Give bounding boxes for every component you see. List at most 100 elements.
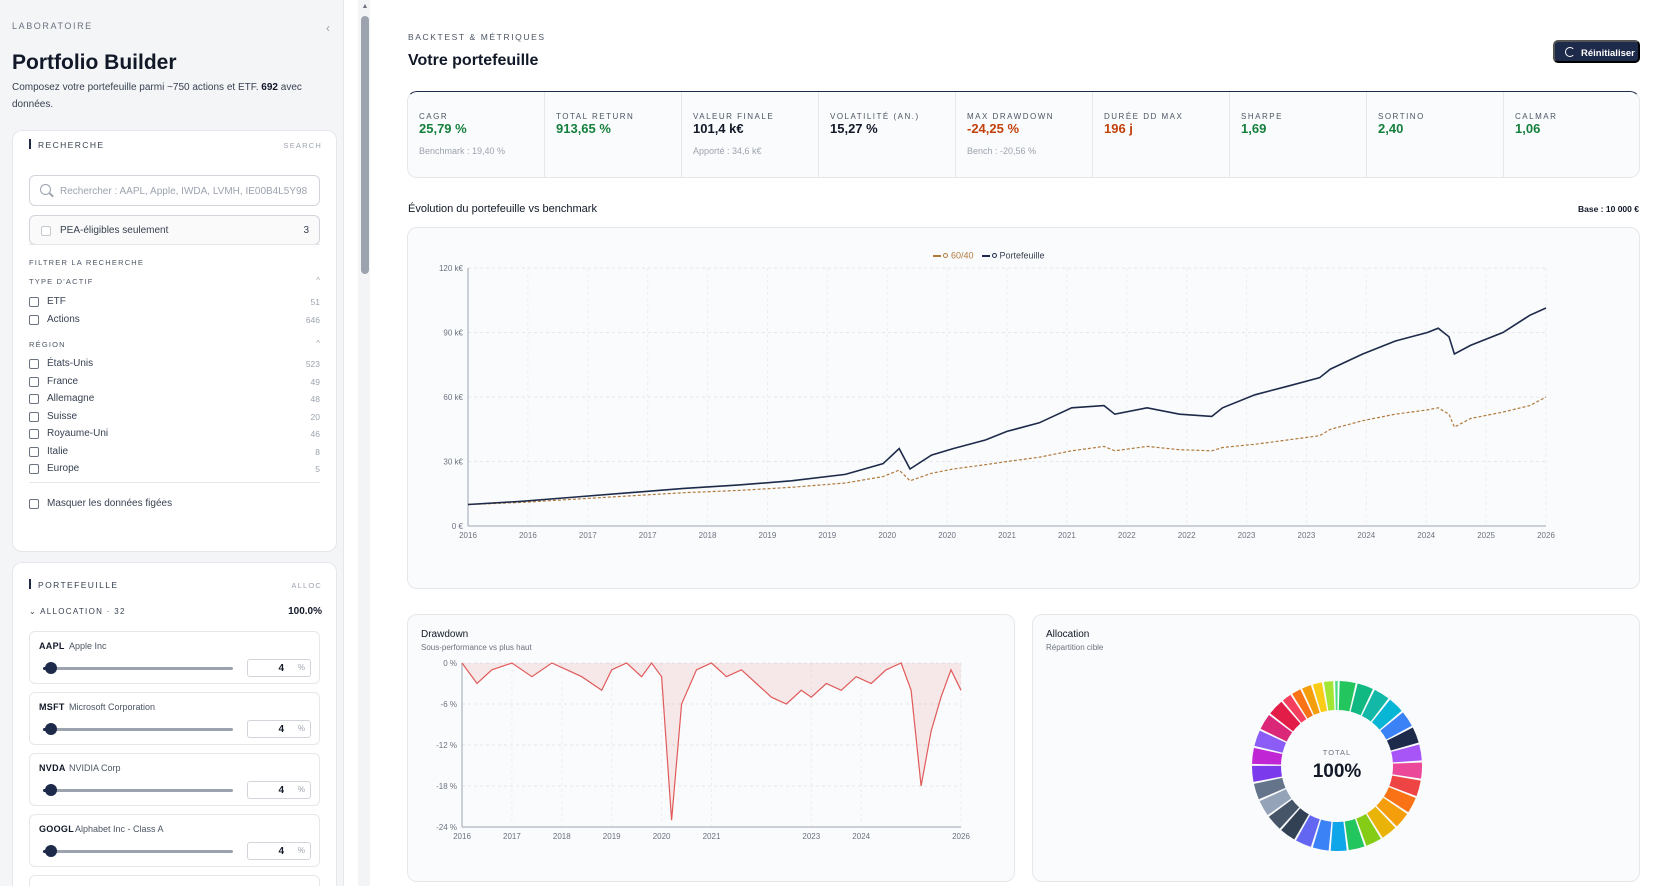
scroll-up-arrow-icon[interactable]: ▲ — [361, 3, 369, 10]
x-tick-label: 2022 — [1118, 531, 1136, 540]
donut-slice[interactable] — [1330, 821, 1347, 851]
region-label: France — [47, 375, 79, 387]
asset-type-row[interactable]: Actions 646 — [29, 312, 320, 328]
region-checkbox[interactable] — [29, 376, 39, 387]
weight-slider-handle[interactable] — [45, 662, 57, 674]
metric-tile: VOLATILITÉ (AN.) 15,27 % — [819, 92, 956, 178]
weight-input[interactable]: 4% — [247, 720, 311, 738]
search-tag: SEARCH — [283, 141, 322, 150]
asset-type-checkbox[interactable] — [29, 314, 39, 325]
legend-item[interactable]: Portefeuille — [981, 250, 1045, 261]
donut-slice[interactable] — [1253, 777, 1286, 800]
weight-input[interactable]: 4% — [247, 659, 311, 677]
donut-slice[interactable] — [1296, 815, 1320, 847]
weight-slider-track[interactable] — [43, 728, 233, 731]
x-tick-label: 2025 — [1477, 531, 1495, 540]
donut-slice[interactable] — [1270, 701, 1301, 732]
asset-type-row[interactable]: ETF 51 — [29, 294, 320, 310]
asset-type-count: 646 — [305, 314, 320, 325]
drawdown-title: Drawdown — [421, 629, 469, 640]
region-row[interactable]: Europe 5 — [29, 461, 320, 477]
donut-slice[interactable] — [1392, 762, 1422, 779]
weight-slider-track[interactable] — [43, 667, 233, 670]
drawdown-chart: 0 % -6 % -12 % -18 % -24 %2016 2017 2018 2019 20… — [436, 659, 970, 841]
donut-slice[interactable] — [1259, 789, 1292, 816]
x-tick-label: 2021 — [998, 531, 1016, 540]
donut-slice[interactable] — [1383, 787, 1416, 813]
region-label: Royaume-Uni — [47, 428, 109, 439]
portfolio-heading: PORTEFEUILLE — [29, 579, 118, 590]
holding-ticker: GOOGL — [39, 824, 74, 834]
search-input[interactable] — [60, 182, 315, 200]
asset-type-checkbox[interactable] — [29, 297, 39, 307]
allocation-total: 100.0% — [288, 606, 322, 617]
chevron-left-icon[interactable]: ‹ — [326, 21, 330, 35]
region-row[interactable]: Suisse 20 — [29, 409, 320, 425]
weight-slider-handle[interactable] — [45, 723, 57, 735]
donut-slice[interactable] — [1350, 683, 1373, 716]
allocation-label: ALLOCATION · 32 — [40, 607, 126, 616]
holding-card: AAPL Apple Inc 4% — [29, 631, 320, 684]
scrollbar-thumb[interactable] — [361, 16, 369, 274]
weight-slider-handle[interactable] — [45, 845, 57, 857]
donut-slice[interactable] — [1371, 699, 1402, 730]
pea-checkbox[interactable] — [41, 226, 51, 236]
metric-value: 15,27 % — [830, 121, 878, 136]
donut-slice[interactable] — [1254, 730, 1287, 753]
donut-slice[interactable] — [1323, 681, 1335, 711]
region-checkbox[interactable] — [29, 411, 39, 422]
donut-slice[interactable] — [1282, 694, 1307, 723]
region-checkbox[interactable] — [29, 446, 39, 457]
hide-frozen-checkbox[interactable] — [29, 499, 39, 509]
donut-slice[interactable] — [1367, 806, 1396, 838]
donut-slice[interactable] — [1252, 747, 1283, 765]
donut-slice[interactable] — [1268, 799, 1300, 829]
region-checkbox[interactable] — [29, 394, 39, 404]
chevron-up-icon[interactable]: ^ — [316, 276, 320, 285]
chevron-up-icon[interactable]: ^ — [316, 339, 320, 348]
region-checkbox[interactable] — [29, 464, 39, 474]
weight-slider-track[interactable] — [43, 850, 233, 853]
sidebar-title: Portfolio Builder — [12, 51, 177, 74]
donut-slice[interactable] — [1338, 681, 1356, 712]
donut-slice[interactable] — [1260, 715, 1293, 742]
donut-slice[interactable] — [1312, 682, 1328, 713]
allocation-toggle[interactable]: ⌄ ALLOCATION · 32 — [29, 607, 126, 616]
donut-slice[interactable] — [1386, 727, 1419, 751]
donut-slice[interactable] — [1302, 685, 1320, 715]
donut-slice[interactable] — [1376, 797, 1408, 827]
donut-slice[interactable] — [1391, 744, 1422, 763]
donut-slice[interactable] — [1389, 775, 1421, 797]
region-row[interactable]: États-Unis 523 — [29, 356, 320, 372]
region-row[interactable]: Royaume-Uni 46 — [29, 426, 320, 442]
donut-slice[interactable] — [1335, 681, 1338, 711]
y-tick-label: -24 % — [436, 823, 457, 832]
region-checkbox[interactable] — [29, 359, 39, 369]
legend-item[interactable]: 60/40 — [933, 250, 974, 261]
donut-slice[interactable] — [1344, 818, 1365, 851]
legend-label: Portefeuille — [999, 250, 1045, 261]
metric-value: 25,79 % — [419, 121, 467, 136]
series-line-benchmark — [467, 396, 1547, 506]
region-row[interactable]: Allemagne 48 — [29, 391, 320, 407]
chart-legend: 60/40 Portefeuille — [933, 250, 1053, 261]
donut-slice[interactable] — [1292, 689, 1313, 719]
weight-input[interactable]: 4% — [247, 842, 311, 860]
region-row[interactable]: France 49 — [29, 374, 320, 390]
donut-slice[interactable] — [1312, 819, 1332, 851]
region-row[interactable]: Italie 8 — [29, 444, 320, 460]
reset-button[interactable]: Réinitialiser — [1553, 40, 1640, 63]
weight-slider-track[interactable] — [43, 789, 233, 792]
donut-slice[interactable] — [1281, 808, 1309, 840]
weight-input[interactable]: 4% — [247, 781, 311, 799]
donut-slice[interactable] — [1380, 712, 1412, 740]
donut-slice[interactable] — [1252, 765, 1282, 782]
donut-slice[interactable] — [1361, 689, 1389, 722]
region-checkbox[interactable] — [29, 429, 39, 439]
weight-slider-handle[interactable] — [45, 784, 57, 796]
donut-slice[interactable] — [1356, 813, 1381, 846]
y-tick-label: 60 k€ — [443, 393, 463, 402]
pea-filter[interactable]: PEA-éligibles seulement 3 — [29, 215, 320, 245]
desc-text-end: avec données. — [12, 82, 302, 110]
hide-frozen-toggle[interactable]: Masquer les données figées — [29, 496, 320, 512]
